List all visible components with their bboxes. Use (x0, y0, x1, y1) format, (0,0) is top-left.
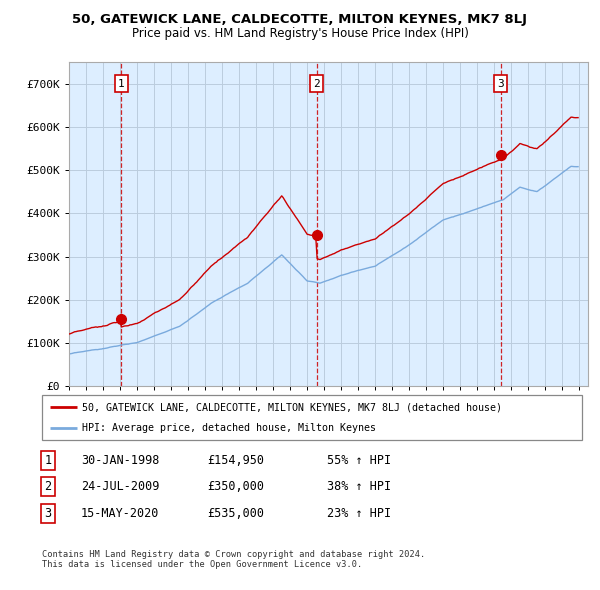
Text: 1: 1 (44, 454, 52, 467)
Text: Contains HM Land Registry data © Crown copyright and database right 2024.
This d: Contains HM Land Registry data © Crown c… (42, 550, 425, 569)
Text: HPI: Average price, detached house, Milton Keynes: HPI: Average price, detached house, Milt… (83, 422, 377, 432)
Text: £350,000: £350,000 (207, 480, 264, 493)
Text: 50, GATEWICK LANE, CALDECOTTE, MILTON KEYNES, MK7 8LJ (detached house): 50, GATEWICK LANE, CALDECOTTE, MILTON KE… (83, 402, 503, 412)
Text: 3: 3 (44, 507, 52, 520)
Text: £535,000: £535,000 (207, 507, 264, 520)
Text: 55% ↑ HPI: 55% ↑ HPI (327, 454, 391, 467)
Text: 24-JUL-2009: 24-JUL-2009 (81, 480, 160, 493)
Text: 30-JAN-1998: 30-JAN-1998 (81, 454, 160, 467)
Text: 50, GATEWICK LANE, CALDECOTTE, MILTON KEYNES, MK7 8LJ: 50, GATEWICK LANE, CALDECOTTE, MILTON KE… (73, 13, 527, 26)
Text: Price paid vs. HM Land Registry's House Price Index (HPI): Price paid vs. HM Land Registry's House … (131, 27, 469, 40)
Text: £154,950: £154,950 (207, 454, 264, 467)
Text: 3: 3 (497, 78, 504, 88)
Text: 1: 1 (118, 78, 125, 88)
Text: 2: 2 (44, 480, 52, 493)
Text: 15-MAY-2020: 15-MAY-2020 (81, 507, 160, 520)
Text: 38% ↑ HPI: 38% ↑ HPI (327, 480, 391, 493)
Text: 2: 2 (313, 78, 320, 88)
Text: 23% ↑ HPI: 23% ↑ HPI (327, 507, 391, 520)
